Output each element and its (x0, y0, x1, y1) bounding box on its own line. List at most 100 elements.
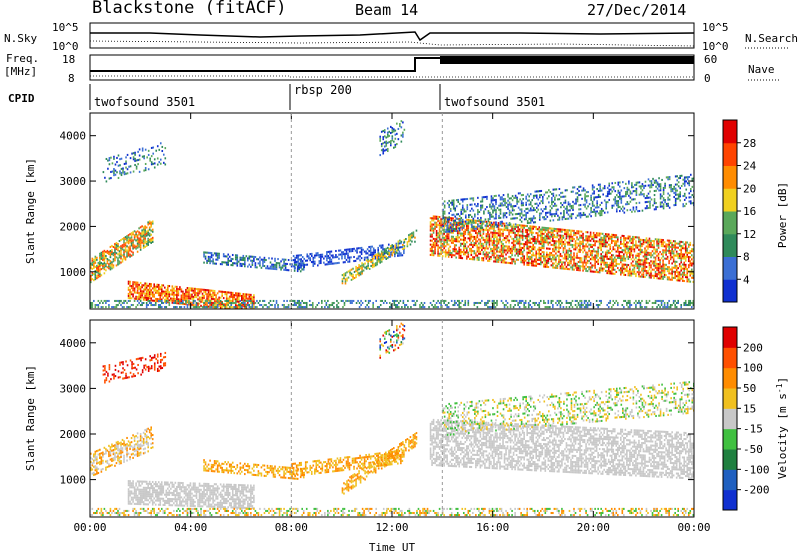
range-gate-cell (201, 298, 204, 301)
range-gate-cell (499, 212, 502, 215)
range-gate-cell (568, 262, 571, 265)
range-gate-cell (148, 295, 151, 298)
range-gate-cell (572, 208, 574, 212)
range-gate-cell (602, 193, 604, 196)
range-gate-cell (408, 238, 410, 241)
range-gate-cell (464, 245, 467, 248)
range-gate-cell (148, 284, 151, 288)
range-gate-cell (108, 306, 110, 309)
range-gate-cell (659, 187, 662, 190)
range-gate-cell (168, 291, 171, 294)
range-gate-cell (447, 225, 450, 228)
range-gate-cell (467, 245, 470, 248)
range-gate-cell (635, 187, 638, 190)
range-gate-cell (446, 222, 449, 225)
range-gate-cell (547, 235, 550, 238)
range-gate-cell (250, 302, 252, 305)
range-gate-cell (550, 227, 553, 230)
range-gate-cell (647, 206, 650, 209)
range-gate-cell (434, 215, 436, 218)
range-gate-cell (538, 230, 541, 233)
range-gate-cell (488, 227, 491, 230)
range-gate-cell (429, 239, 432, 242)
range-gate-cell (397, 252, 399, 255)
range-gate-cell (213, 298, 216, 301)
range-gate-cell (380, 260, 383, 263)
range-gate-cell (237, 292, 240, 295)
range-gate-cell (553, 258, 556, 261)
range-gate-cell (587, 195, 589, 198)
range-gate-cell (440, 244, 442, 247)
range-gate-cell (528, 217, 531, 220)
range-gate-cell (180, 290, 183, 293)
range-gate-cell (531, 219, 534, 222)
range-gate-cell (96, 264, 98, 267)
range-gate-cell (651, 254, 654, 257)
range-gate-cell (455, 240, 458, 243)
range-gate-cell (336, 262, 339, 265)
range-gate-cell (553, 266, 556, 269)
range-gate-cell (528, 195, 531, 198)
range-gate-cell (453, 223, 456, 226)
range-gate-cell (142, 234, 145, 237)
range-gate-cell (103, 299, 106, 302)
range-gate-cell (327, 250, 330, 253)
range-gate-cell (519, 214, 521, 217)
range-gate-cell (539, 230, 542, 233)
range-gate-cell (683, 198, 686, 201)
range-gate-cell (192, 287, 195, 290)
range-gate-cell (520, 194, 523, 197)
range-gate-cell (597, 252, 599, 255)
range-gate-cell (437, 246, 439, 249)
range-gate-cell (641, 273, 643, 276)
range-gate-cell (160, 299, 163, 302)
range-gate-cell (162, 284, 165, 287)
range-gate-cell (106, 260, 109, 263)
range-gate-cell (493, 217, 496, 220)
range-gate-cell (641, 183, 644, 186)
range-gate-cell (480, 204, 482, 207)
range-gate-cell (609, 264, 612, 267)
range-gate-cell (221, 303, 223, 306)
range-gate-cell (118, 250, 121, 253)
range-gate-cell (462, 236, 465, 239)
range-gate-cell (186, 301, 189, 304)
range-gate-cell (539, 261, 542, 264)
range-gate-cell (650, 198, 653, 201)
range-gate-cell (374, 264, 377, 267)
range-gate-cell (657, 244, 660, 247)
range-gate-cell (652, 177, 654, 180)
range-gate-cell (653, 244, 655, 247)
range-gate-cell (638, 248, 640, 251)
range-gate-cell (96, 256, 98, 259)
range-gate-cell (586, 237, 589, 240)
range-gate-cell (472, 197, 475, 200)
range-gate-cell (500, 244, 503, 247)
range-gate-cell (559, 259, 562, 262)
range-gate-cell (153, 283, 156, 286)
range-gate-cell (470, 221, 473, 224)
range-gate-cell (650, 239, 652, 242)
range-gate-cell (636, 267, 639, 270)
range-gate-cell (341, 274, 344, 277)
range-gate-cell (151, 230, 154, 233)
range-gate-cell (573, 262, 575, 265)
range-gate-cell (474, 227, 476, 230)
range-gate-cell (579, 214, 582, 217)
range-gate-cell (588, 249, 590, 252)
range-gate-cell (584, 199, 586, 202)
range-gate-cell (527, 235, 530, 238)
range-gate-cell (550, 254, 553, 257)
range-gate-cell (495, 209, 497, 212)
range-gate-cell (93, 262, 95, 265)
range-gate-cell (277, 258, 279, 261)
range-gate-cell (567, 268, 569, 271)
range-gate-cell (444, 235, 447, 238)
range-gate-cell (678, 263, 681, 266)
range-gate-cell (690, 272, 693, 275)
range-gate-cell (442, 208, 444, 211)
range-gate-cell (517, 192, 520, 195)
range-gate-cell (579, 267, 581, 270)
range-gate-cell (360, 253, 363, 256)
